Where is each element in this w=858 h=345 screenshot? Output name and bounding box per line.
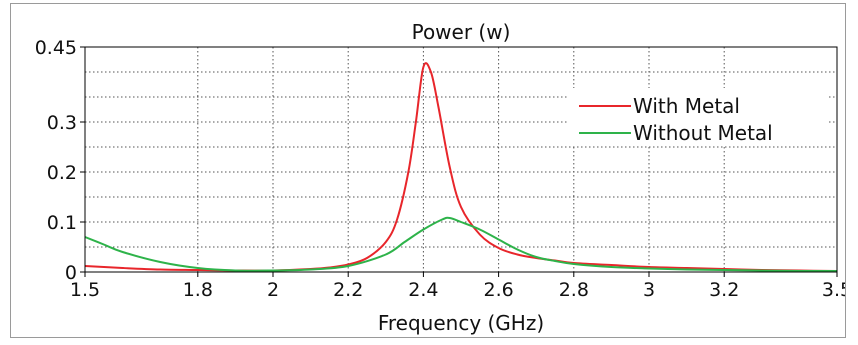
x-tick-label: 2.4 [408, 279, 438, 301]
x-tick-label: 2.2 [333, 279, 363, 301]
x-tick-label: 1.5 [70, 279, 100, 301]
grid [85, 47, 837, 272]
legend: With Metal Without Metal [569, 88, 827, 146]
x-axis-label: Frequency (GHz) [378, 311, 544, 335]
x-tick-label: 3.5 [822, 279, 845, 301]
legend-label: With Metal [633, 94, 740, 118]
y-tick-label: 0.1 [47, 212, 77, 234]
y-tick-label: 0.3 [47, 112, 77, 134]
plot-border [84, 46, 838, 273]
x-tick-label: 2 [267, 279, 279, 301]
x-tick-label: 3.2 [709, 279, 739, 301]
y-tick-label: 0.2 [47, 162, 77, 184]
tick-layer: 1.5 1.8 2 2.2 2.4 2.6 2.8 3 3.2 3.5 0 0.1 0.2 0.3 0.45 [35, 37, 845, 301]
x-tick-label: 2.6 [483, 279, 513, 301]
chart-title: Power (w) [412, 20, 511, 44]
y-tick-label: 0 [65, 262, 77, 284]
x-tick-label: 3 [643, 279, 655, 301]
chart-frame: 1.5 1.8 2 2.2 2.4 2.6 2.8 3 3.2 3.5 0 0.1 0.2 0.3 0.45… [10, 3, 846, 338]
power-chart: 1.5 1.8 2 2.2 2.4 2.6 2.8 3 3.2 3.5 0 0.1 0.2 0.3 0.45… [35, 20, 845, 335]
series-layer [84, 62, 838, 273]
series-line-without-metal [84, 216, 838, 273]
legend-label: Without Metal [633, 121, 773, 145]
legend-background [569, 88, 827, 146]
y-tick-label: 0.45 [35, 37, 77, 59]
x-tick-label: 2.8 [559, 279, 589, 301]
x-tick-label: 1.8 [183, 279, 213, 301]
